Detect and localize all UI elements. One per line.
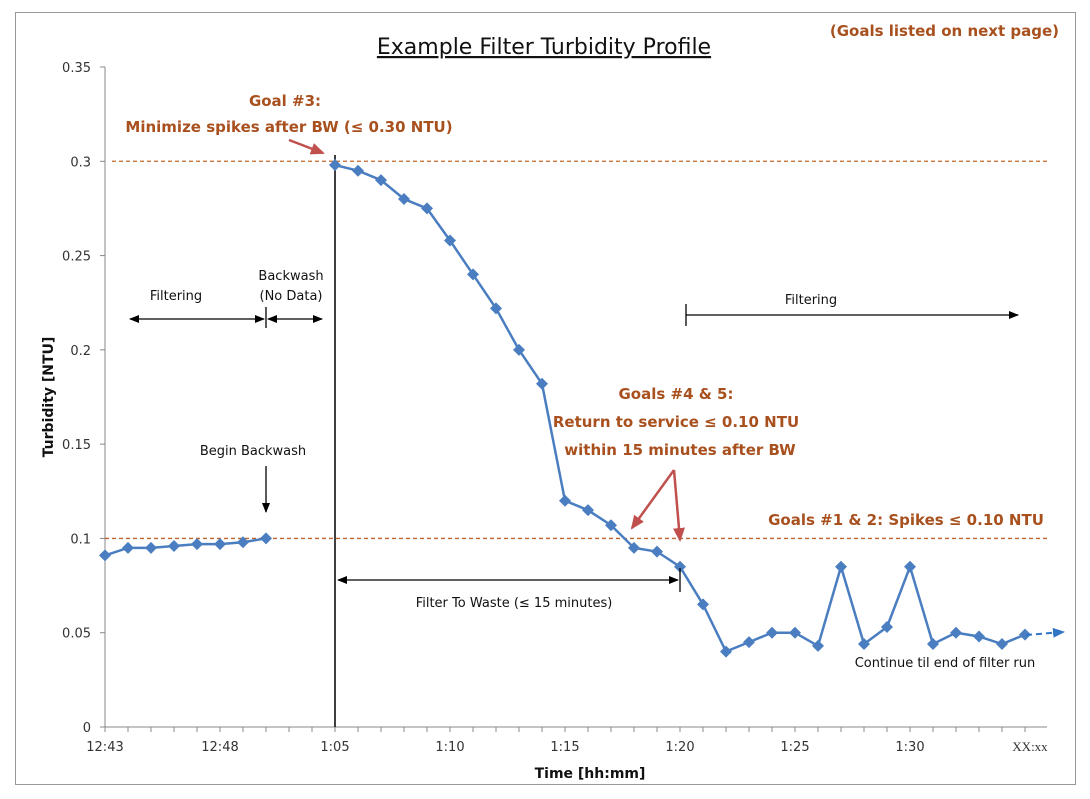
data-point: [835, 560, 847, 573]
goals45-arrow-left: [630, 469, 676, 530]
data-point: [789, 626, 801, 639]
data-point: [260, 532, 272, 545]
data-point: [904, 560, 916, 573]
data-point: [421, 202, 433, 215]
data-point: [237, 536, 249, 549]
data-point: [628, 541, 640, 554]
goals45-arrow-right: [672, 469, 685, 542]
data-point: [973, 630, 985, 643]
x-tick-label: 1:10: [435, 740, 464, 755]
data-point: [651, 545, 663, 558]
data-point: [375, 174, 387, 187]
data-point: [398, 193, 410, 205]
data-point: [812, 639, 824, 652]
y-tick-label: 0.35: [62, 61, 91, 76]
data-point: [352, 164, 364, 177]
data-point: [950, 626, 962, 639]
data-point: [720, 645, 732, 658]
y-tick-label: 0.2: [70, 344, 91, 359]
data-point: [122, 541, 134, 554]
axes: 0 0.05 0.1 0.15 0.2 0.25 0.3 0.35 12:43 12:48 1:05…: [62, 61, 1048, 755]
data-point: [697, 598, 709, 611]
filtering-right-label: Filtering: [785, 293, 837, 308]
begin-backwash-label: Begin Backwash: [200, 444, 306, 459]
backwash-label: Backwash: [258, 269, 323, 284]
data-point: [858, 638, 870, 651]
x-tick-label: 1:20: [665, 740, 694, 755]
data-point: [674, 560, 686, 573]
data-point: [513, 343, 525, 356]
goal3-arrow: [288, 138, 325, 155]
data-point: [490, 302, 502, 315]
no-data-label: (No Data): [260, 289, 323, 304]
x-axis-label: Time [hh:mm]: [535, 766, 646, 782]
data-point: [444, 234, 456, 247]
x-tick-label: 12:43: [86, 740, 123, 755]
continue-label: Continue til end of filter run: [855, 656, 1036, 671]
chart-title: Example Filter Turbidity Profile: [377, 35, 711, 60]
x-tick-label: 1:25: [780, 740, 809, 755]
goals12-label: Goals #1 & 2: Spikes ≤ 0.10 NTU: [768, 511, 1044, 529]
data-point: [191, 538, 203, 551]
y-tick-label: 0.25: [62, 250, 91, 265]
y-tick-label: 0.05: [62, 627, 91, 642]
goals45-title: Goals #4 & 5:: [619, 385, 734, 403]
data-point: [996, 638, 1008, 651]
goals45-line1: Return to service ≤ 0.10 NTU: [553, 413, 799, 431]
data-point: [214, 538, 226, 551]
series-group: [99, 159, 1031, 658]
data-point: [99, 549, 111, 562]
data-point: [766, 626, 778, 639]
y-tick-label: 0.15: [62, 438, 91, 453]
goals45-line2: within 15 minutes after BW: [564, 441, 796, 459]
data-point: [329, 159, 341, 172]
filtering-left-label: Filtering: [150, 289, 202, 304]
x-tick-label: 1:05: [320, 740, 349, 755]
y-tick-label: 0.3: [70, 155, 91, 170]
data-point: [743, 636, 755, 649]
data-point: [145, 541, 157, 554]
data-point: [605, 519, 617, 532]
data-point: [927, 638, 939, 651]
data-point: [881, 621, 893, 634]
x-tick-label: 1:30: [895, 740, 924, 755]
data-point: [467, 268, 479, 281]
goal3-text: Minimize spikes after BW (≤ 0.30 NTU): [125, 118, 452, 136]
y-axis-label: Turbidity [NTU]: [41, 337, 57, 458]
data-point: [1019, 628, 1031, 641]
data-point: [582, 504, 594, 517]
continue-arrow: [1025, 627, 1065, 638]
data-point: [168, 539, 180, 552]
x-tick-label: 1:15: [550, 740, 579, 755]
x-tick-label: 12:48: [201, 740, 238, 755]
y-tick-label: 0: [83, 721, 91, 736]
y-tick-label: 0.1: [70, 532, 91, 547]
goal3-title: Goal #3:: [249, 92, 321, 110]
data-point: [536, 377, 548, 390]
goals-note: (Goals listed on next page): [830, 22, 1059, 40]
data-point: [559, 494, 571, 507]
filter-to-waste-label: Filter To Waste (≤ 15 minutes): [416, 596, 613, 611]
x-tick-label: XX:xx: [1012, 739, 1048, 754]
